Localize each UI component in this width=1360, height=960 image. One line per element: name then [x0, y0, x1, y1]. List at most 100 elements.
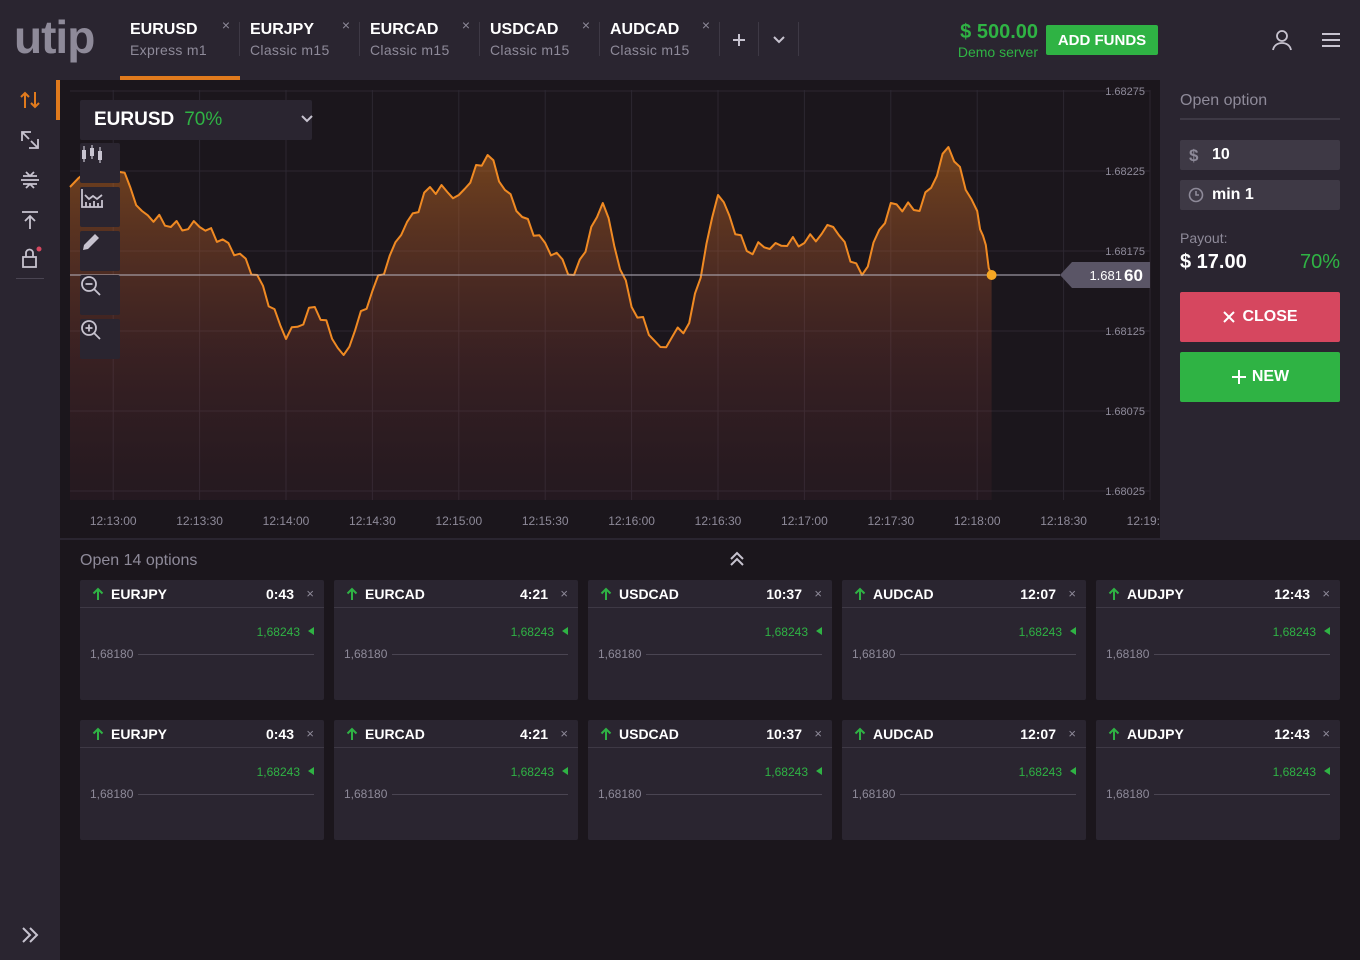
new-button[interactable]: NEW: [1180, 352, 1340, 402]
tab-audcad[interactable]: AUDCAD Classic m15 ×: [600, 0, 720, 80]
option-open-price: 1,68180: [90, 787, 134, 801]
option-card[interactable]: AUDJPY 12:43 × 1,68243 1,68180: [1096, 720, 1340, 840]
y-tick-label: 1.68025: [1105, 486, 1145, 498]
tab-type: Express m1: [130, 42, 207, 58]
tabs-dropdown-chevron-icon[interactable]: [765, 26, 793, 54]
option-time-left: 12:07: [1020, 726, 1056, 742]
open-price-line: [392, 794, 568, 795]
option-current-price: 1,68243: [1018, 625, 1062, 639]
tab-close-icon[interactable]: ×: [461, 17, 470, 33]
option-symbol: AUDCAD: [873, 586, 934, 602]
candlestick-chart-icon[interactable]: [80, 143, 120, 183]
tab-close-icon[interactable]: ×: [341, 17, 350, 33]
tab-divider: [719, 22, 720, 56]
option-close-icon[interactable]: ×: [560, 586, 568, 601]
duration-input[interactable]: min 1: [1180, 180, 1340, 210]
chart-canvas[interactable]: 1.681 60 1.682751.682251.681751.681251.68…: [60, 80, 1160, 538]
draw-pencil-icon[interactable]: [80, 231, 120, 271]
trade-updown-icon[interactable]: [16, 86, 44, 114]
option-open-price: 1,68180: [598, 787, 642, 801]
option-close-icon[interactable]: ×: [1068, 726, 1076, 741]
arrow-up-icon: [1108, 727, 1120, 746]
option-card-header: [334, 580, 578, 608]
expand-sidebar-icon[interactable]: [16, 921, 44, 949]
open-price-line: [646, 794, 822, 795]
user-icon[interactable]: [1268, 26, 1296, 54]
option-close-icon[interactable]: ×: [814, 726, 822, 741]
expand-arrows-icon[interactable]: [16, 126, 44, 154]
option-card[interactable]: EURCAD 4:21 × 1,68243 1,68180: [334, 720, 578, 840]
x-tick-label: 12:17:30: [867, 514, 914, 528]
option-symbol: AUDJPY: [1127, 586, 1184, 602]
tab-symbol: AUDCAD: [610, 21, 680, 38]
option-close-icon[interactable]: ×: [1068, 586, 1076, 601]
tab-usdcad[interactable]: USDCAD Classic m15 ×: [480, 0, 600, 80]
menu-icon[interactable]: [1317, 26, 1345, 54]
zoom-out-icon[interactable]: [80, 275, 120, 315]
option-card[interactable]: AUDCAD 12:07 × 1,68243 1,68180: [842, 580, 1086, 700]
tab-type: Classic m15: [610, 42, 690, 58]
option-card[interactable]: AUDCAD 12:07 × 1,68243 1,68180: [842, 720, 1086, 840]
tab-close-icon[interactable]: ×: [701, 17, 710, 33]
open-price-line: [392, 654, 568, 655]
option-close-icon[interactable]: ×: [306, 586, 314, 601]
option-time-left: 12:43: [1274, 586, 1310, 602]
option-open-price: 1,68180: [852, 647, 896, 661]
selected-symbol: EURUSD: [94, 109, 175, 130]
arrow-up-icon: [600, 727, 612, 746]
collapse-chevron-up-icon[interactable]: [728, 550, 746, 573]
symbol-payout-pct: 70%: [184, 109, 223, 130]
price-marker-icon: [816, 627, 822, 635]
amount-input[interactable]: $ 10: [1180, 140, 1340, 170]
option-time-left: 12:43: [1274, 726, 1310, 742]
option-close-icon[interactable]: ×: [814, 586, 822, 601]
new-button-label: NEW: [1251, 368, 1290, 385]
utip-logo[interactable]: utip: [14, 11, 95, 63]
header-divider: [758, 22, 759, 56]
option-card[interactable]: EURCAD 4:21 × 1,68243 1,68180: [334, 580, 578, 700]
option-close-icon[interactable]: ×: [306, 726, 314, 741]
open-price-line: [900, 794, 1076, 795]
option-card[interactable]: USDCAD 10:37 × 1,68243 1,68180: [588, 720, 832, 840]
option-card-header: [80, 720, 324, 748]
symbol-selector[interactable]: EURUSD 70%: [80, 100, 313, 140]
add-tab-icon[interactable]: [725, 26, 753, 54]
option-card[interactable]: EURJPY 0:43 × 1,68243 1,68180: [80, 580, 324, 700]
tab-close-icon[interactable]: ×: [581, 17, 590, 33]
add-funds-button[interactable]: ADD FUNDS: [1046, 25, 1158, 55]
lock-icon[interactable]: [16, 244, 44, 272]
tab-type: Classic m15: [490, 42, 570, 58]
option-card[interactable]: USDCAD 10:37 × 1,68243 1,68180: [588, 580, 832, 700]
price-chart[interactable]: 1.681 60 1.68275 1.68225 1.68175 1.68125 1.68…: [60, 80, 1160, 538]
price-marker-icon: [308, 627, 314, 635]
option-symbol: USDCAD: [619, 726, 679, 742]
balance-display: $ 500.00 Demo server: [940, 20, 1038, 60]
open-price-line: [138, 794, 314, 795]
option-card-header: [588, 720, 832, 748]
upload-top-icon[interactable]: [16, 206, 44, 234]
option-card[interactable]: AUDJPY 12:43 × 1,68243 1,68180: [1096, 580, 1340, 700]
payout-label: Payout:: [1180, 230, 1228, 246]
indicators-icon[interactable]: [80, 187, 120, 227]
tab-eurjpy[interactable]: EURJPY Classic m15 ×: [240, 0, 360, 80]
compress-icon[interactable]: [16, 166, 44, 194]
option-symbol: EURCAD: [365, 586, 425, 602]
option-time-left: 4:21: [519, 586, 548, 602]
option-current-price: 1,68243: [256, 625, 300, 639]
tab-eurcad[interactable]: EURCAD Classic m15 ×: [360, 0, 480, 80]
option-close-icon[interactable]: ×: [1322, 726, 1330, 741]
price-marker-icon: [1324, 767, 1330, 775]
option-close-icon[interactable]: ×: [1322, 586, 1330, 601]
duration-value: min 1: [1212, 186, 1254, 203]
tab-divider: [479, 22, 480, 56]
option-open-price: 1,68180: [852, 787, 896, 801]
close-button[interactable]: CLOSE: [1180, 292, 1340, 342]
price-line: [69, 146, 993, 356]
price-tag-main: 1.681: [1089, 268, 1122, 283]
payout-percent: 70%: [1299, 251, 1340, 273]
option-close-icon[interactable]: ×: [560, 726, 568, 741]
zoom-in-icon[interactable]: [80, 319, 120, 359]
tab-eurusd[interactable]: EURUSD Express m1 ×: [120, 0, 240, 80]
option-card[interactable]: EURJPY 0:43 × 1,68243 1,68180: [80, 720, 324, 840]
tab-close-icon[interactable]: ×: [221, 17, 230, 33]
